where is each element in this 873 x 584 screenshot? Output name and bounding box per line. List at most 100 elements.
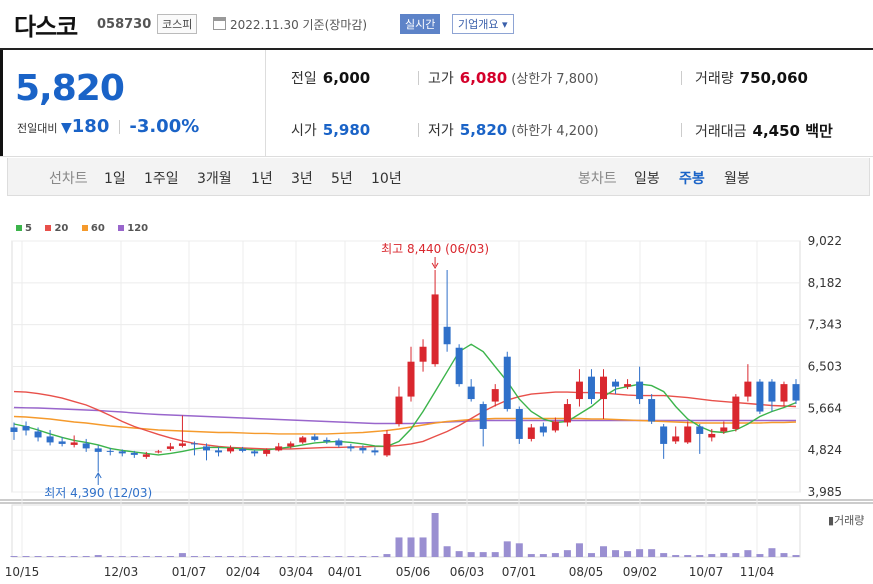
candle-body: [720, 427, 728, 432]
volume-bar: [431, 513, 439, 557]
candle-body: [118, 451, 126, 454]
candle-body: [106, 450, 114, 452]
x-tick-label: 11/04: [740, 565, 775, 579]
candle-body: [239, 448, 247, 451]
volume-bar: [395, 537, 403, 557]
candle-body: [648, 399, 656, 422]
x-tick-label: 10/07: [689, 565, 724, 579]
candle-body: [600, 376, 608, 400]
candle-body: [46, 436, 54, 443]
volume-bar: [178, 553, 186, 557]
candle-body: [431, 294, 439, 365]
volume-bar: [768, 548, 776, 557]
volume-bar: [455, 551, 463, 557]
volume-bar: [587, 553, 595, 557]
candle-body: [696, 426, 704, 434]
period-5y[interactable]: 5년: [331, 171, 353, 187]
period-1w[interactable]: 1주일: [144, 171, 179, 187]
volume-bar: [756, 554, 764, 557]
ma60-line: [13, 415, 797, 435]
volume-bar: [792, 555, 800, 557]
trade-value: 거래대금 4,450 백만: [695, 120, 833, 141]
realtime-button[interactable]: 실시간: [400, 14, 441, 34]
max-arrow-head: [431, 262, 439, 269]
volume-bar: [636, 549, 644, 557]
period-1y[interactable]: 1년: [251, 171, 273, 187]
candle-body: [10, 427, 18, 432]
volume-bar: [684, 555, 692, 557]
candle-body: [443, 326, 451, 345]
trade-value-value: 4,450 백만: [752, 122, 833, 140]
candle-body: [383, 433, 391, 456]
x-tick-label: 08/05: [569, 565, 604, 579]
candle-daily[interactable]: 일봉: [634, 171, 660, 187]
volume-bar: [142, 556, 150, 557]
y-tick-label: 6,503: [808, 360, 842, 374]
x-tick-label: 12/03: [104, 565, 139, 579]
candle-body: [768, 381, 776, 402]
open-value: 5,980: [322, 121, 371, 139]
calendar-icon: [213, 17, 226, 30]
date-text: 2022.11.30 기준(장마감): [213, 16, 367, 33]
candle-body: [94, 448, 102, 452]
volume-bar: [660, 553, 668, 557]
legend-ma5-label: 5: [25, 223, 32, 234]
volume-bar: [335, 556, 343, 557]
candle-body: [190, 443, 198, 445]
candle-body: [612, 381, 620, 387]
stock-header: 다스코 058730 코스피 2022.11.30 기준(장마감) 실시간 기업…: [0, 0, 873, 50]
low-price: 저가 5,820 (하한가 4,200): [428, 120, 599, 140]
volume-bar: [215, 556, 223, 557]
period-3m[interactable]: 3개월: [197, 171, 232, 187]
change-value: 180: [71, 116, 110, 137]
legend-ma120-label: 120: [127, 223, 149, 234]
legend-ma120: 120: [118, 223, 148, 234]
period-1d[interactable]: 1일: [104, 171, 126, 187]
y-tick-label: 9,022: [808, 234, 842, 248]
period-3y[interactable]: 3년: [291, 171, 313, 187]
volume-bar: [275, 556, 283, 557]
company-info-button[interactable]: 기업개요 ▾: [452, 14, 514, 34]
candle-body: [335, 440, 343, 446]
volume-bar: [419, 537, 427, 557]
volume-bar: [46, 556, 54, 557]
volume-bar: [166, 556, 174, 557]
low-value: 5,820: [459, 121, 508, 139]
candle-body: [780, 384, 788, 402]
period-10y[interactable]: 10년: [371, 171, 402, 187]
y-tick-label: 8,182: [808, 276, 842, 290]
x-tick-label: 10/15: [5, 565, 40, 579]
x-tick-label: 07/01: [502, 565, 537, 579]
x-tick-label: 02/04: [226, 565, 261, 579]
lower-limit: (하한가 4,200): [511, 124, 599, 139]
ma20-line: [13, 390, 797, 450]
x-tick-label: 09/02: [623, 565, 658, 579]
candle-body: [202, 446, 210, 451]
candle-monthly[interactable]: 월봉: [724, 171, 750, 187]
candle-body: [311, 436, 319, 440]
volume-bar: [251, 556, 259, 557]
candle-body: [371, 450, 379, 453]
x-tick-label: 03/04: [279, 565, 314, 579]
x-tick-label: 04/01: [328, 565, 363, 579]
candle-body: [503, 356, 511, 410]
y-tick-label: 3,985: [808, 485, 842, 499]
candle-weekly[interactable]: 주봉: [679, 171, 705, 187]
high-price: 고가 6,080 (상한가 7,800): [428, 68, 599, 88]
volume-bar: [672, 555, 680, 557]
candle-body: [491, 389, 499, 402]
volume-bar: [70, 556, 78, 557]
candle-body: [82, 443, 90, 449]
candle-body: [419, 346, 427, 362]
candle-body: [22, 425, 30, 431]
price-change: 전일대비 ▼180 -3.00%: [17, 116, 199, 137]
open-price: 시가 5,980: [291, 120, 370, 140]
prev-close-value: 6,000: [322, 69, 371, 87]
candle-body: [672, 436, 680, 442]
candle-chart-label: 봉차트: [578, 171, 617, 187]
volume-bar: [311, 556, 319, 557]
volume-bar: [624, 551, 632, 557]
change-percent: -3.00%: [129, 116, 200, 137]
trade-value-label: 거래대금: [695, 124, 747, 140]
